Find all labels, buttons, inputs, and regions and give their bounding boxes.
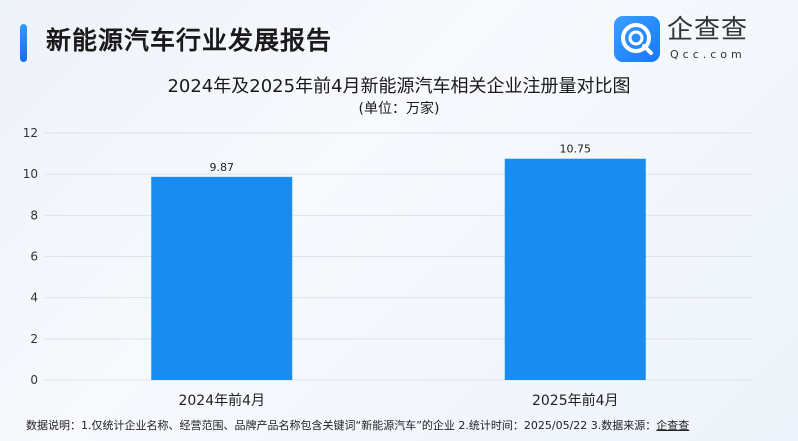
y-tick-label: 10 [23,167,38,181]
y-tick-label: 2 [30,332,38,346]
bar [504,158,646,380]
data-label: 10.75 [560,143,592,156]
x-tick-label: 2025年前4月 [532,392,619,409]
y-tick-label: 12 [23,126,38,140]
logo-text: 企查查 [667,15,749,45]
y-tick-label: 6 [30,250,38,264]
bar [151,176,293,380]
note-text: 数据说明：1.仅统计企业名称、经营范围、品牌产品名称包含关键词“新能源汽车”的企… [26,419,657,432]
y-tick-label: 4 [30,291,38,305]
data-note: 数据说明：1.仅统计企业名称、经营范围、品牌产品名称包含关键词“新能源汽车”的企… [26,419,689,433]
title-accent-bar [20,24,27,62]
y-tick-label: 0 [30,373,38,387]
qcc-logo-icon [614,16,660,62]
logo-sub: Qcc.com [670,48,746,61]
source-link: 企查查 [656,419,690,432]
qcc-logo: 企查查 Qcc.com [614,16,774,64]
report-title: 新能源汽车行业发展报告 [46,26,333,55]
x-tick-label: 2024年前4月 [178,392,265,409]
y-tick-label: 8 [30,208,38,222]
chart-subtitle: (单位：万家) [358,101,440,117]
chart-title: 2024年及2025年前4月新能源汽车相关企业注册量对比图 [167,76,631,97]
data-label: 9.87 [210,161,235,174]
